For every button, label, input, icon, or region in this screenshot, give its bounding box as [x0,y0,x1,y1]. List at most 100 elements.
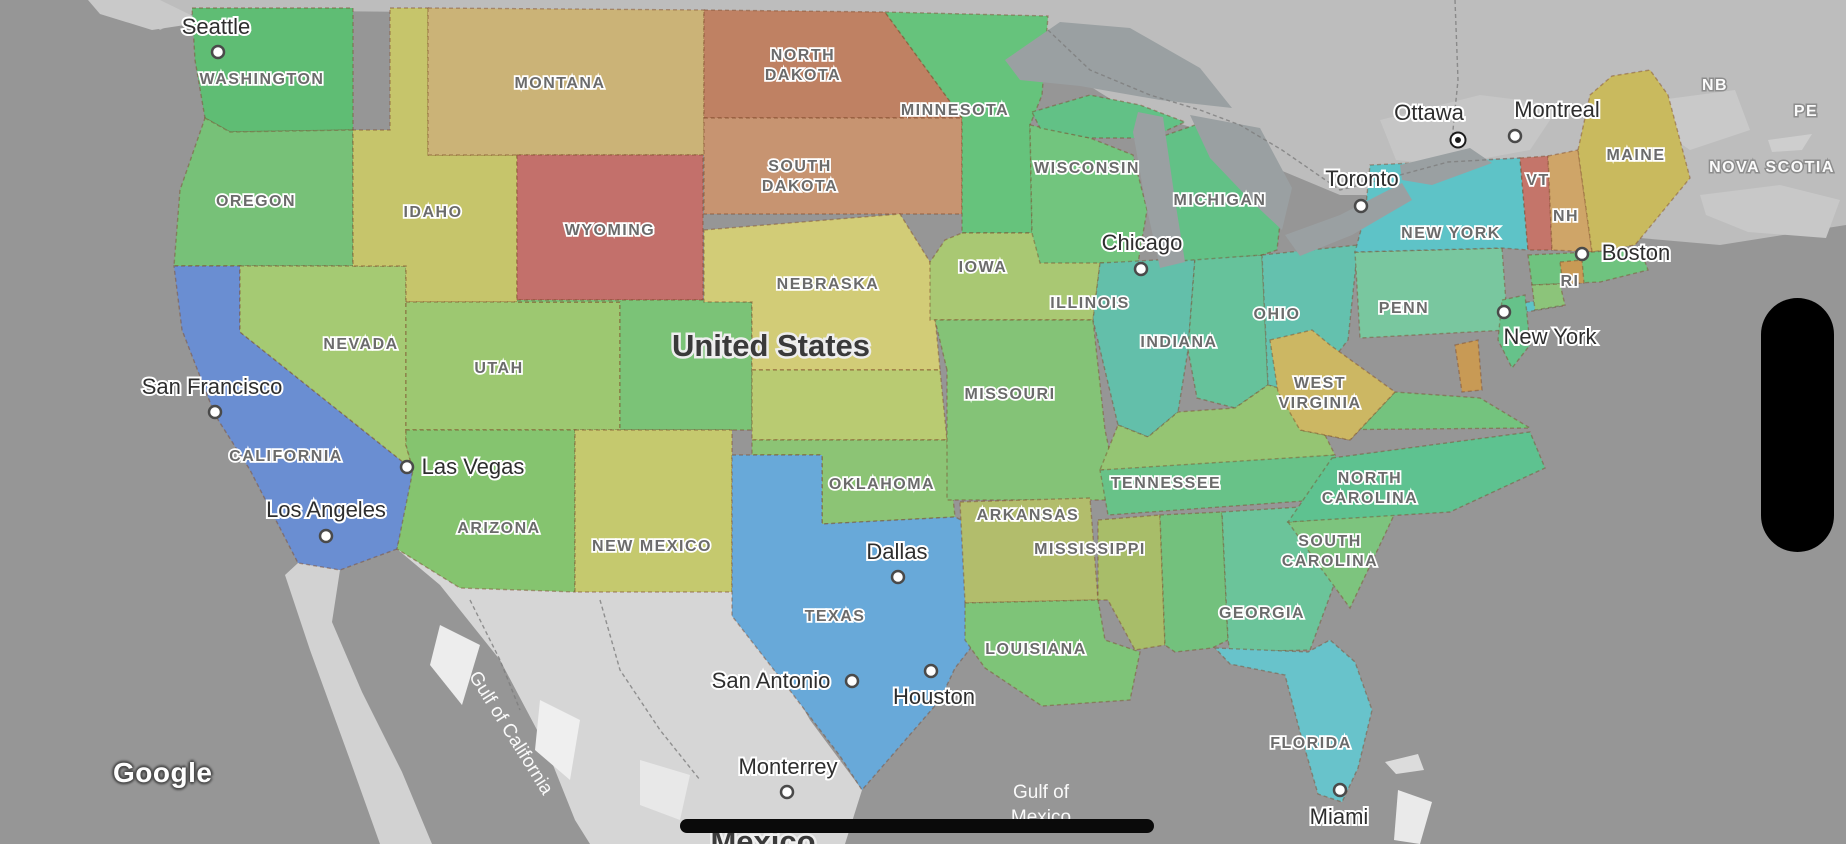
state-label-tennessee: TENNESSEE [1111,475,1221,492]
state-label-idaho: IDAHO [403,204,462,221]
state-label-new-hampshire: NH [1553,208,1579,225]
province-label-nova-scotia: NOVA SCOTIA [1709,159,1835,176]
lake-superior [1005,22,1232,108]
state-label-pennsylvania: PENN [1379,300,1429,317]
state-label-louisiana: LOUISIANA [985,641,1087,658]
state-label-oregon: OREGON [216,193,296,210]
city-label-seattle: Seattle [182,14,251,39]
us-canada-border [1047,29,1521,191]
city-dot-seattle[interactable] [210,44,226,60]
state-new-mexico[interactable] [574,429,733,593]
state-alabama[interactable] [1159,511,1229,653]
dynamic-island-camera-cutout [1761,298,1834,552]
state-delaware-maryland[interactable] [1454,339,1483,393]
city-dot-miami[interactable] [1332,782,1348,798]
state-label-wisconsin: WISCONSIN [1034,160,1140,177]
state-label-iowa: IOWA [959,259,1008,276]
mexico-patch-1 [430,625,480,705]
state-minnesota[interactable] [883,11,1049,234]
city-label-boston: Boston [1602,240,1671,265]
state-oregon[interactable] [173,116,354,267]
state-label-new-york: NEW YORK [1401,225,1501,242]
state-north-dakota[interactable] [703,9,964,119]
vancouver-island [88,0,205,30]
state-indiana[interactable] [1187,254,1269,409]
province-label-pe: PE [1794,103,1818,120]
mexico-state-border-1 [469,599,521,711]
bahamas-1 [1385,754,1424,774]
lake-huron [1190,115,1292,230]
state-label-georgia: GEORGIA [1219,605,1305,622]
state-pennsylvania[interactable] [1354,247,1509,339]
home-indicator-bar[interactable] [680,819,1154,833]
city-dot-los-angeles[interactable] [318,528,334,544]
city-dot-monterrey[interactable] [779,784,795,800]
state-label-north-carolina: NORTH CAROLINA [1322,470,1418,507]
city-label-chicago: Chicago [1102,230,1183,255]
state-label-vermont: VT [1526,172,1549,189]
mexico-patch-3 [640,760,690,820]
state-label-south-carolina: SOUTH CAROLINA [1282,533,1378,570]
state-label-nebraska: NEBRASKA [777,276,880,293]
state-rhode-island[interactable] [1559,259,1585,285]
state-missouri[interactable] [934,319,1121,501]
city-dot-san-francisco[interactable] [207,404,223,420]
state-label-utah: UTAH [474,360,523,377]
city-dot-san-antonio[interactable] [844,673,860,689]
city-label-montreal: Montreal [1514,97,1600,122]
state-texas[interactable] [731,454,1013,792]
state-label-west-virginia: WEST VIRGINIA [1278,375,1361,412]
state-west-virginia[interactable] [1269,329,1397,441]
state-virginia[interactable] [1299,391,1533,441]
state-tennessee[interactable] [1099,454,1346,516]
state-label-north-dakota: NORTH DAKOTA [765,47,841,84]
city-dot-chicago[interactable] [1133,261,1149,277]
state-label-new-mexico: NEW MEXICO [592,538,712,555]
state-label-wyoming: WYOMING [565,222,656,239]
city-label-new-york-city: New York [1504,324,1598,349]
state-south-dakota[interactable] [703,117,963,215]
state-louisiana[interactable] [964,599,1141,707]
city-dot-toronto[interactable] [1353,198,1369,214]
city-dot-houston[interactable] [923,663,939,679]
city-label-monterrey: Monterrey [738,754,837,779]
city-dot-dallas[interactable] [890,569,906,585]
mexico-state-border-2 [599,599,701,781]
state-label-minnesota: MINNESOTA [901,102,1009,119]
capital-dot-core-ottawa [1455,137,1461,143]
state-label-arkansas: ARKANSAS [977,507,1080,524]
state-oklahoma[interactable] [751,439,956,525]
state-label-south-dakota: SOUTH DAKOTA [762,158,838,195]
state-maine[interactable] [1577,69,1691,253]
state-label-florida: FLORIDA [1270,735,1352,752]
city-dot-montreal[interactable] [1507,128,1523,144]
google-logo[interactable]: Google [113,757,213,788]
state-mississippi[interactable] [1097,514,1166,651]
lake-ontario [1400,148,1492,185]
state-connecticut[interactable] [1531,283,1566,311]
state-label-michigan: MICHIGAN [1174,192,1267,209]
state-label-maine: MAINE [1606,147,1665,164]
city-label-ottawa: Ottawa [1394,100,1464,125]
city-dot-new-york-city[interactable] [1496,304,1512,320]
lake-erie [1285,183,1412,256]
city-dot-boston[interactable] [1574,246,1590,262]
ontario-quebec-border [1451,0,1459,141]
state-label-ohio: OHIO [1254,306,1301,323]
maritime-patch [1660,90,1750,150]
pei-island [1768,134,1812,152]
state-florida[interactable] [1213,639,1373,803]
state-kansas[interactable] [751,369,948,441]
state-label-texas: TEXAS [805,608,866,625]
country-label-united-states: United States [672,328,870,363]
state-label-montana: MONTANA [514,75,605,92]
state-wisconsin[interactable] [1029,124,1148,264]
city-label-san-francisco: San Francisco [142,374,283,399]
city-label-san-antonio: San Antonio [712,668,831,693]
city-dot-las-vegas[interactable] [399,459,415,475]
province-label-nb: NB [1702,77,1728,94]
state-label-washington: WASHINGTON [200,71,325,88]
state-north-carolina[interactable] [1286,431,1546,523]
